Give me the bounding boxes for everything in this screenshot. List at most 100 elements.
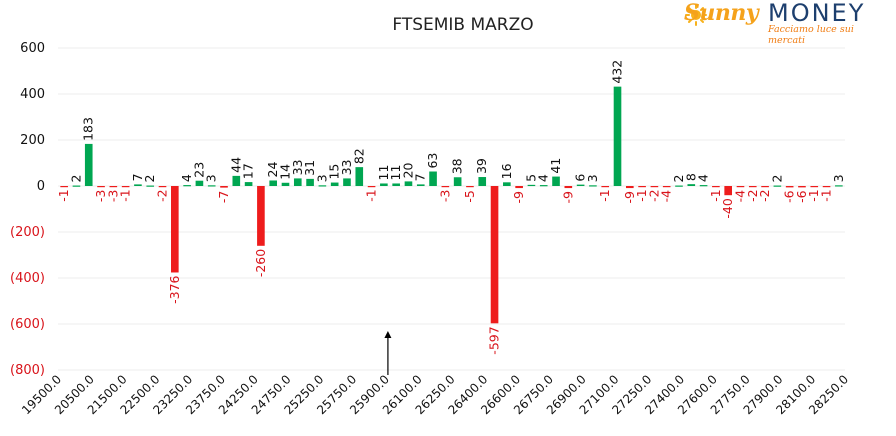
data-label: 183 bbox=[81, 117, 96, 141]
y-tick-label: 0 bbox=[37, 179, 45, 194]
bar bbox=[552, 176, 560, 186]
bar bbox=[330, 182, 339, 186]
data-labels: -12183-3-3-172-2-3764233-74417-260241433… bbox=[56, 60, 846, 355]
data-label: 33 bbox=[290, 160, 305, 176]
data-label: -1 bbox=[806, 189, 821, 201]
data-label: 7 bbox=[130, 173, 145, 181]
bar bbox=[601, 186, 610, 188]
data-label: 24 bbox=[265, 162, 280, 178]
data-label: 23 bbox=[191, 162, 206, 178]
data-label: 33 bbox=[339, 160, 354, 176]
data-label: -1 bbox=[364, 189, 379, 201]
data-label: 16 bbox=[499, 163, 514, 179]
bar bbox=[416, 184, 425, 186]
bar bbox=[355, 167, 364, 186]
logo-brand-first: Sunny bbox=[684, 0, 759, 26]
data-label: 3 bbox=[204, 174, 219, 182]
data-label: 432 bbox=[610, 60, 625, 84]
bar bbox=[638, 186, 646, 188]
bar bbox=[527, 184, 536, 187]
logo-brand-second: MONEY bbox=[768, 0, 866, 27]
bar bbox=[564, 186, 573, 189]
data-label: -260 bbox=[253, 249, 268, 277]
data-label: -4 bbox=[732, 190, 747, 203]
data-label: 3 bbox=[314, 174, 329, 182]
data-label: -3 bbox=[93, 190, 108, 202]
y-tick-label: (800) bbox=[10, 363, 45, 378]
data-label: 39 bbox=[474, 158, 489, 174]
bar bbox=[269, 180, 278, 186]
data-label: 2 bbox=[68, 175, 83, 183]
data-label: 4 bbox=[696, 174, 711, 182]
y-tick-label: 200 bbox=[20, 133, 45, 148]
data-label: 15 bbox=[327, 164, 342, 180]
data-label: 63 bbox=[425, 153, 440, 169]
bar bbox=[84, 143, 93, 186]
bar bbox=[613, 86, 622, 186]
bar bbox=[761, 186, 769, 188]
logo-tagline: Facciamo luce sui mercati bbox=[768, 24, 854, 46]
bar bbox=[539, 185, 548, 187]
x-axis-ticks: 19500.020500.021500.022500.023250.023750… bbox=[19, 372, 851, 417]
sunny-money-logo: Sunny MONEY Facciamo luce sui mercati bbox=[682, 0, 882, 46]
bar bbox=[183, 185, 191, 187]
current-price-marker bbox=[384, 331, 392, 375]
bar bbox=[306, 178, 314, 186]
y-tick-label: 400 bbox=[20, 87, 45, 102]
bar bbox=[724, 186, 732, 196]
bar bbox=[810, 186, 819, 188]
bar bbox=[392, 183, 400, 186]
data-label: -1 bbox=[118, 189, 133, 201]
data-label: 38 bbox=[450, 158, 465, 174]
data-label: 44 bbox=[228, 157, 243, 173]
bar bbox=[318, 185, 327, 187]
data-label: -1 bbox=[634, 189, 649, 201]
data-label: -1 bbox=[597, 189, 612, 201]
data-label: -2 bbox=[155, 189, 170, 201]
bar bbox=[257, 186, 265, 246]
bar bbox=[515, 186, 523, 189]
data-label: -9 bbox=[511, 191, 526, 204]
bar bbox=[662, 186, 671, 188]
data-label: -40 bbox=[720, 198, 735, 218]
bar bbox=[675, 185, 683, 187]
data-label: 8 bbox=[683, 173, 698, 181]
data-label: 6 bbox=[573, 174, 588, 182]
data-label: 17 bbox=[241, 163, 256, 179]
y-tick-label: (200) bbox=[10, 225, 45, 240]
data-label: 11 bbox=[376, 165, 391, 181]
bar bbox=[293, 178, 302, 186]
data-label: 20 bbox=[400, 162, 415, 178]
bar bbox=[97, 186, 105, 188]
bar bbox=[798, 186, 806, 188]
data-label: 7 bbox=[413, 173, 428, 181]
bar bbox=[134, 184, 142, 186]
bar bbox=[380, 183, 388, 186]
data-label: 2 bbox=[142, 175, 157, 183]
data-label: -4 bbox=[659, 190, 674, 203]
data-label: 3 bbox=[585, 174, 600, 182]
data-label: 2 bbox=[769, 175, 784, 183]
data-label: -2 bbox=[757, 189, 772, 201]
bar bbox=[503, 182, 511, 186]
data-label: -6 bbox=[782, 190, 797, 203]
data-label: 41 bbox=[548, 158, 563, 174]
bar bbox=[244, 182, 253, 186]
data-label: -5 bbox=[462, 190, 477, 202]
bar bbox=[748, 186, 757, 188]
data-label: 5 bbox=[523, 174, 538, 182]
data-label: -2 bbox=[646, 189, 661, 201]
bar bbox=[281, 182, 290, 186]
bar bbox=[478, 177, 487, 186]
bar bbox=[146, 185, 155, 187]
marker-arrow-head bbox=[384, 331, 392, 338]
bar bbox=[625, 186, 634, 189]
y-tick-label: (400) bbox=[10, 271, 45, 286]
data-label: -3 bbox=[105, 190, 120, 202]
data-label: 14 bbox=[277, 164, 292, 180]
data-label: -3 bbox=[437, 190, 452, 202]
data-label: -1 bbox=[56, 189, 71, 201]
bar bbox=[158, 186, 167, 188]
y-tick-label: (600) bbox=[10, 317, 45, 332]
